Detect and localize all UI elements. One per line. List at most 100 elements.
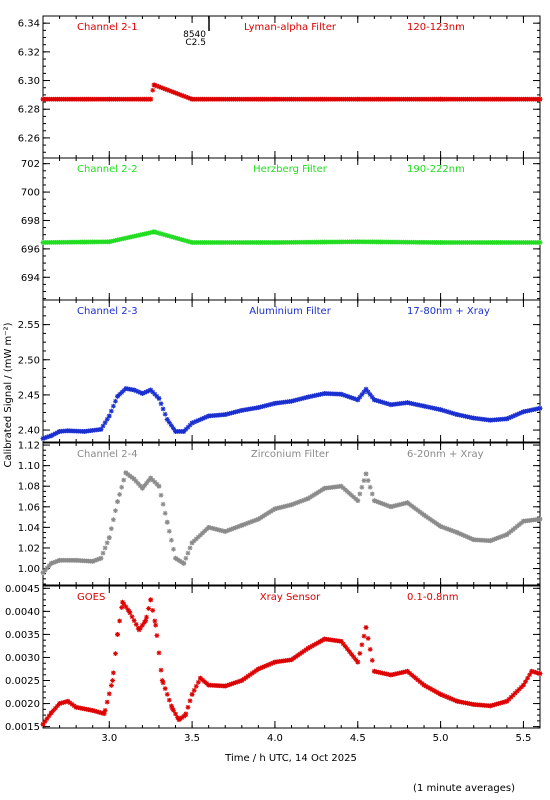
star-stroke xyxy=(107,97,112,102)
data-point xyxy=(82,429,87,434)
star-stroke xyxy=(167,529,172,534)
star-stroke xyxy=(355,239,360,244)
y-tick-label: 6.34 xyxy=(18,19,40,30)
star-stroke xyxy=(111,517,116,522)
y-tick-label: 1.02 xyxy=(18,543,40,554)
data-point xyxy=(156,396,162,401)
star-stroke xyxy=(388,402,394,407)
star-stroke xyxy=(102,420,108,425)
y-tick-label: 2.45 xyxy=(18,390,40,401)
star-stroke xyxy=(382,400,387,406)
star-stroke xyxy=(151,82,157,88)
data-point xyxy=(106,239,112,245)
data-point xyxy=(371,397,377,403)
panel-frame xyxy=(42,157,541,301)
star-stroke xyxy=(150,477,155,483)
data-point xyxy=(355,397,361,403)
data-point xyxy=(322,391,328,396)
star-stroke xyxy=(40,240,46,245)
data-point xyxy=(117,492,123,497)
panel-frame xyxy=(42,442,541,586)
star-stroke xyxy=(136,389,141,394)
data-point xyxy=(272,240,278,245)
star-stroke xyxy=(210,526,215,531)
y-tick-label: 2.40 xyxy=(18,426,40,437)
data-point xyxy=(123,386,129,391)
star-stroke xyxy=(107,239,112,244)
star-stroke xyxy=(363,387,369,392)
data-point xyxy=(106,413,112,419)
data-point xyxy=(272,400,278,406)
data-point xyxy=(355,96,361,102)
star-stroke xyxy=(452,411,458,417)
data-point xyxy=(171,546,176,552)
star-stroke xyxy=(189,97,195,102)
data-point xyxy=(454,412,460,417)
star-stroke xyxy=(181,238,186,243)
star-stroke xyxy=(167,420,172,425)
star-stroke xyxy=(165,417,170,422)
data-point xyxy=(222,412,228,417)
filter-label: Herzberg Filter xyxy=(253,164,328,175)
star-stroke xyxy=(169,89,174,94)
data-point xyxy=(206,413,212,419)
star-stroke xyxy=(343,393,348,398)
star-stroke xyxy=(206,413,211,419)
y-tick-label: 696 xyxy=(21,244,40,255)
star-stroke xyxy=(98,427,104,432)
star-stroke xyxy=(171,426,176,431)
band-label: 120-123nm xyxy=(407,22,465,33)
star-stroke xyxy=(65,428,71,433)
star-stroke xyxy=(102,545,108,551)
data-point xyxy=(353,396,359,402)
data-series xyxy=(40,82,543,102)
star-stroke xyxy=(183,238,189,243)
filter-label: Zirconium Filter xyxy=(251,449,330,460)
data-point xyxy=(148,96,154,102)
star-stroke xyxy=(117,492,122,497)
star-stroke xyxy=(148,387,153,393)
data-point xyxy=(514,412,520,417)
data-point xyxy=(104,540,110,546)
star-stroke xyxy=(173,235,178,241)
star-stroke xyxy=(163,86,168,92)
star-stroke xyxy=(151,229,157,234)
star-stroke xyxy=(405,400,410,405)
data-point xyxy=(189,240,195,245)
star-stroke xyxy=(455,412,460,417)
channel-label: Channel 2-1 xyxy=(77,22,138,33)
data-point xyxy=(173,429,178,434)
star-stroke xyxy=(169,234,174,239)
star-stroke xyxy=(386,401,391,407)
star-stroke xyxy=(175,91,180,96)
star-stroke xyxy=(140,391,145,396)
data-point xyxy=(168,537,174,543)
filter-label: Aluminium Filter xyxy=(249,306,332,317)
star-stroke xyxy=(322,391,327,396)
star-stroke xyxy=(158,231,164,236)
star-stroke xyxy=(438,407,443,412)
data-point xyxy=(181,429,187,434)
data-point xyxy=(48,433,54,439)
data-point xyxy=(189,96,195,102)
star-stroke xyxy=(368,392,373,397)
star-stroke xyxy=(183,556,189,561)
star-stroke xyxy=(173,429,178,434)
star-stroke xyxy=(185,95,191,100)
y-tick-label: 2.50 xyxy=(18,355,40,366)
data-point xyxy=(487,417,493,423)
star-stroke xyxy=(154,394,160,399)
star-stroke xyxy=(100,423,106,429)
star-stroke xyxy=(189,240,195,245)
star-stroke xyxy=(438,240,443,245)
star-stroke xyxy=(175,557,180,562)
star-stroke xyxy=(187,239,193,245)
star-stroke xyxy=(138,483,143,489)
star-stroke xyxy=(105,540,110,545)
star-stroke xyxy=(181,93,186,99)
star-stroke xyxy=(208,525,213,531)
data-point xyxy=(438,96,443,102)
star-stroke xyxy=(156,231,162,236)
data-point xyxy=(151,82,157,88)
star-stroke xyxy=(129,475,135,480)
